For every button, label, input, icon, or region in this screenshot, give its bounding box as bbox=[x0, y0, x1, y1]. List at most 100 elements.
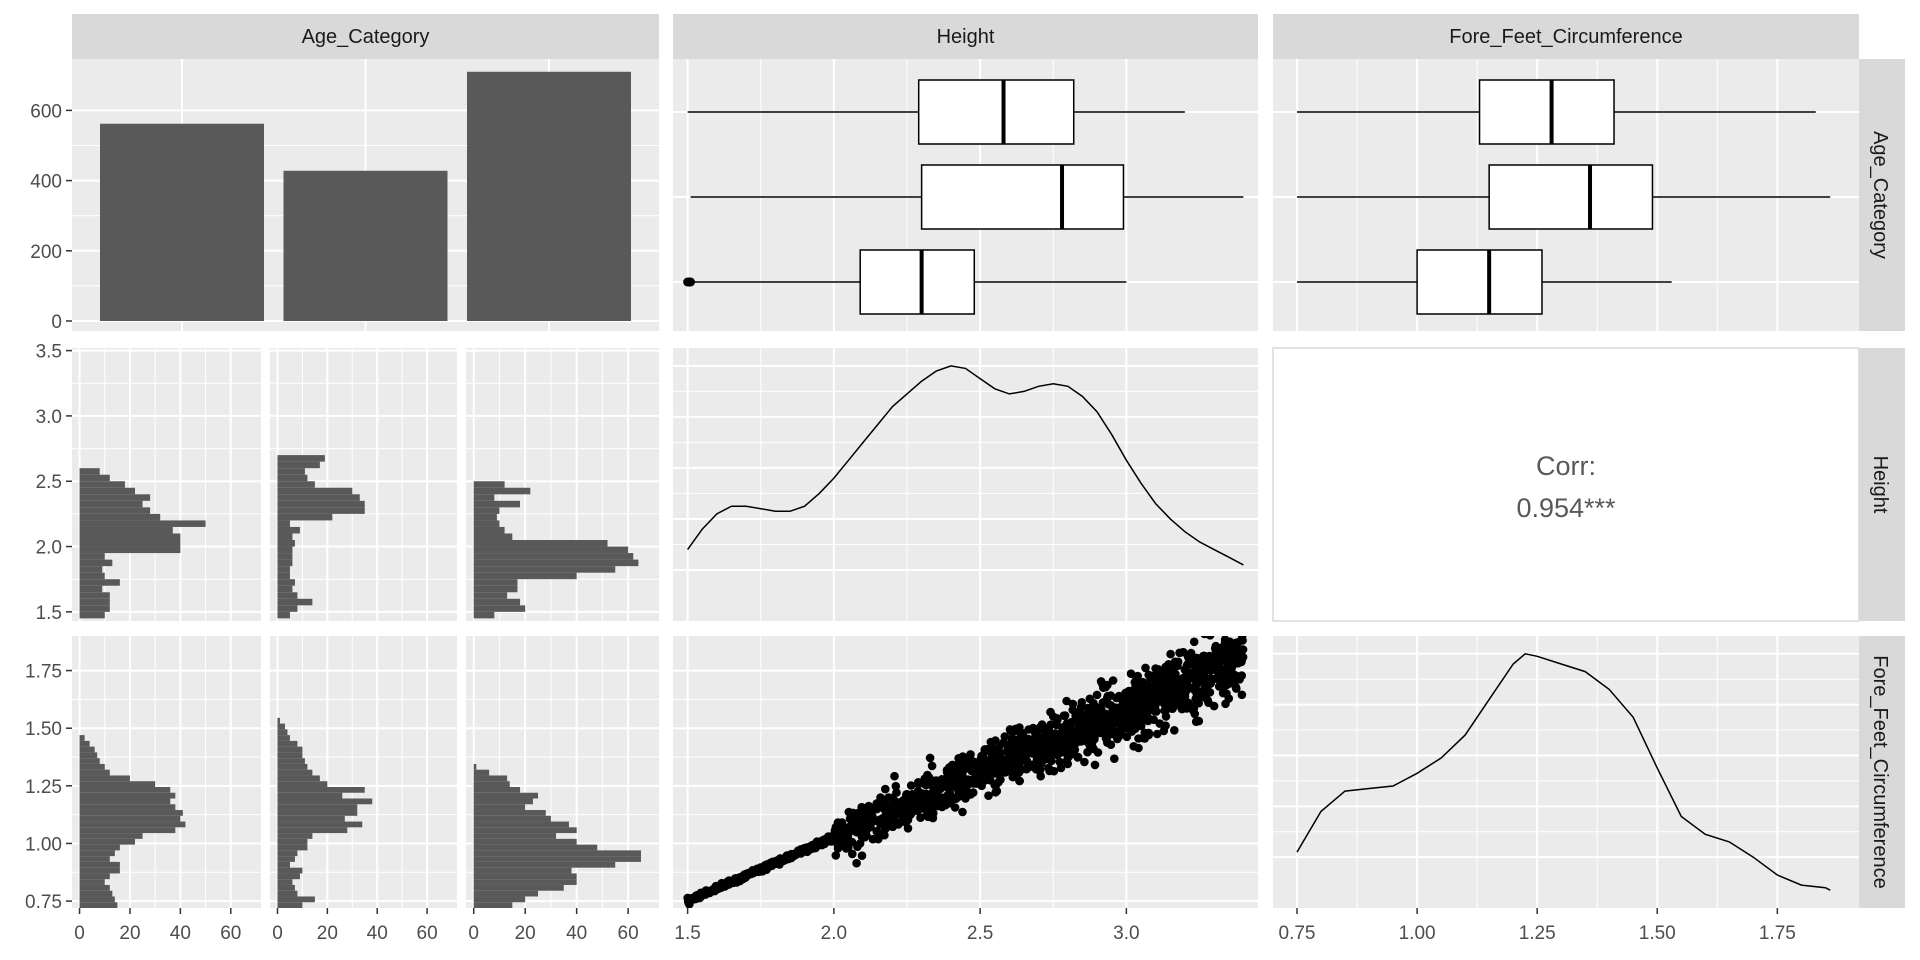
scatter-point bbox=[1083, 747, 1092, 757]
age-count-axis-tick-label: 0 bbox=[51, 312, 62, 333]
scatter-point bbox=[798, 846, 807, 856]
scatter-point bbox=[1205, 636, 1215, 640]
ffc-hist-bar-3-4 bbox=[473, 884, 564, 891]
scatter-point bbox=[1197, 663, 1206, 673]
scatter-point bbox=[1037, 759, 1046, 768]
scatter-point bbox=[1206, 674, 1216, 683]
scatter-point bbox=[874, 815, 884, 825]
strip-label-ffc-row: Fore_Feet_Circumference bbox=[1869, 655, 1891, 888]
height-y-axis-tick-label: 3.5 bbox=[36, 342, 62, 363]
scatter-point bbox=[1232, 684, 1241, 693]
scatter-point bbox=[685, 894, 695, 904]
ffc-hist-bar-1-11 bbox=[79, 844, 120, 851]
scatter-point bbox=[854, 821, 863, 830]
scatter-point bbox=[1166, 649, 1175, 659]
scatter-point bbox=[1133, 698, 1142, 707]
count-x-axis-2-tick-label: 0 bbox=[272, 923, 283, 944]
height-hist-bar-2-7 bbox=[277, 572, 290, 580]
height-hist-bar-2-12 bbox=[277, 540, 295, 547]
scatter-point bbox=[968, 788, 978, 797]
height-hist-bar-1-19 bbox=[79, 494, 151, 501]
scatter-point bbox=[930, 789, 939, 798]
scatter-point bbox=[862, 825, 871, 835]
scatter-point bbox=[1190, 658, 1200, 667]
height-hist-bar-1-4 bbox=[79, 592, 110, 599]
ffc-hist-bar-2-25 bbox=[277, 763, 308, 770]
scatter-point bbox=[1080, 757, 1089, 767]
count-x-axis-1-tick-label: 40 bbox=[170, 923, 191, 944]
height-hist-bar-2-15 bbox=[277, 520, 290, 527]
scatter-point bbox=[1190, 709, 1200, 719]
ffc-hist-bar-2-8 bbox=[277, 861, 290, 868]
scatter-point bbox=[925, 753, 935, 763]
scatter-point bbox=[1151, 664, 1160, 673]
scatter-point bbox=[1078, 721, 1088, 730]
scatter-point bbox=[974, 762, 984, 771]
ffc-hist-bar-2-20 bbox=[277, 792, 343, 799]
scatter-point bbox=[1206, 660, 1216, 669]
ffc-hist-bar-1-18 bbox=[79, 804, 176, 811]
scatter-point bbox=[1028, 749, 1038, 758]
scatter-point bbox=[1129, 742, 1138, 751]
scatter-point bbox=[927, 761, 937, 771]
scatter-point bbox=[923, 812, 933, 822]
ffc-hist-bar-3-13 bbox=[473, 833, 557, 839]
height-hist-bar-3-12 bbox=[473, 540, 608, 547]
scatter-point bbox=[1173, 657, 1183, 667]
scatter-point bbox=[985, 760, 995, 769]
ffc-hist-bar-2-30 bbox=[277, 735, 290, 741]
count-x-axis-3-tick-label: 40 bbox=[566, 923, 587, 944]
height-hist-bar-1-11 bbox=[79, 546, 181, 554]
scatter-point bbox=[1235, 657, 1244, 666]
ffc-hist-bar-3-23 bbox=[473, 775, 508, 782]
scatter-point bbox=[1220, 641, 1230, 650]
scatter-point bbox=[881, 784, 890, 794]
scatter-point bbox=[1118, 697, 1128, 706]
height-hist-bar-3-1 bbox=[473, 611, 495, 619]
height-box-box-1 bbox=[917, 79, 1075, 145]
height-x-axis-tick-label: 2.0 bbox=[821, 923, 847, 944]
height-hist-bar-1-3 bbox=[79, 598, 110, 606]
ffc-hist-bar-1-14 bbox=[79, 827, 176, 834]
ffc-hist-bar-2-5 bbox=[277, 879, 293, 885]
scatter-point bbox=[716, 882, 725, 891]
ffc-hist-bar-1-16 bbox=[79, 815, 181, 822]
height-hist-bar-2-6 bbox=[277, 579, 295, 586]
scatter-point bbox=[1007, 751, 1017, 761]
scatter-point bbox=[1213, 649, 1223, 659]
height-hist-bar-3-19 bbox=[473, 494, 495, 501]
ffc-hist-bar-1-28 bbox=[79, 746, 95, 753]
ffc-hist-bar-1-27 bbox=[79, 752, 98, 759]
height-hist-bar-3-3 bbox=[473, 598, 521, 606]
ffc-hist-bar-1-7 bbox=[79, 867, 120, 874]
scatter-point bbox=[1234, 650, 1244, 660]
ffc-hist-bar-1-8 bbox=[79, 861, 120, 868]
ffc-hist-bar-3-24 bbox=[473, 769, 490, 776]
ffc-hist-bar-1-4 bbox=[79, 884, 110, 891]
height-hist-bar-1-16 bbox=[79, 513, 161, 521]
scatter-point bbox=[848, 849, 857, 859]
ffc-hist-bar-2-17 bbox=[277, 810, 358, 816]
height-hist-bar-3-11 bbox=[473, 546, 629, 554]
panel-height-density bbox=[673, 348, 1258, 621]
scatter-point bbox=[868, 834, 878, 844]
height-hist-bar-3-18 bbox=[473, 500, 521, 508]
scatter-point bbox=[1160, 706, 1169, 715]
scatter-point bbox=[1023, 759, 1033, 768]
scatter-point bbox=[789, 851, 798, 860]
ffc-hist-bar-2-1 bbox=[277, 902, 303, 908]
scatter-point bbox=[914, 779, 923, 789]
scatter-point bbox=[1054, 748, 1063, 757]
height-hist-bar-2-4 bbox=[277, 592, 298, 599]
scatter-point bbox=[921, 780, 931, 790]
ffc-hist-bar-3-9 bbox=[473, 856, 641, 862]
ffc-hist-bar-3-12 bbox=[473, 838, 577, 845]
height-box-outlier-3-3 bbox=[686, 277, 696, 287]
strip-ffc-row bbox=[1859, 636, 1905, 908]
scatter-point bbox=[1093, 748, 1103, 757]
height-hist-bar-1-8 bbox=[79, 566, 103, 573]
ffc-y-axis-tick-label: 0.75 bbox=[25, 892, 62, 913]
scatter-point bbox=[1191, 717, 1201, 726]
height-density-panel-bg bbox=[673, 348, 1258, 621]
